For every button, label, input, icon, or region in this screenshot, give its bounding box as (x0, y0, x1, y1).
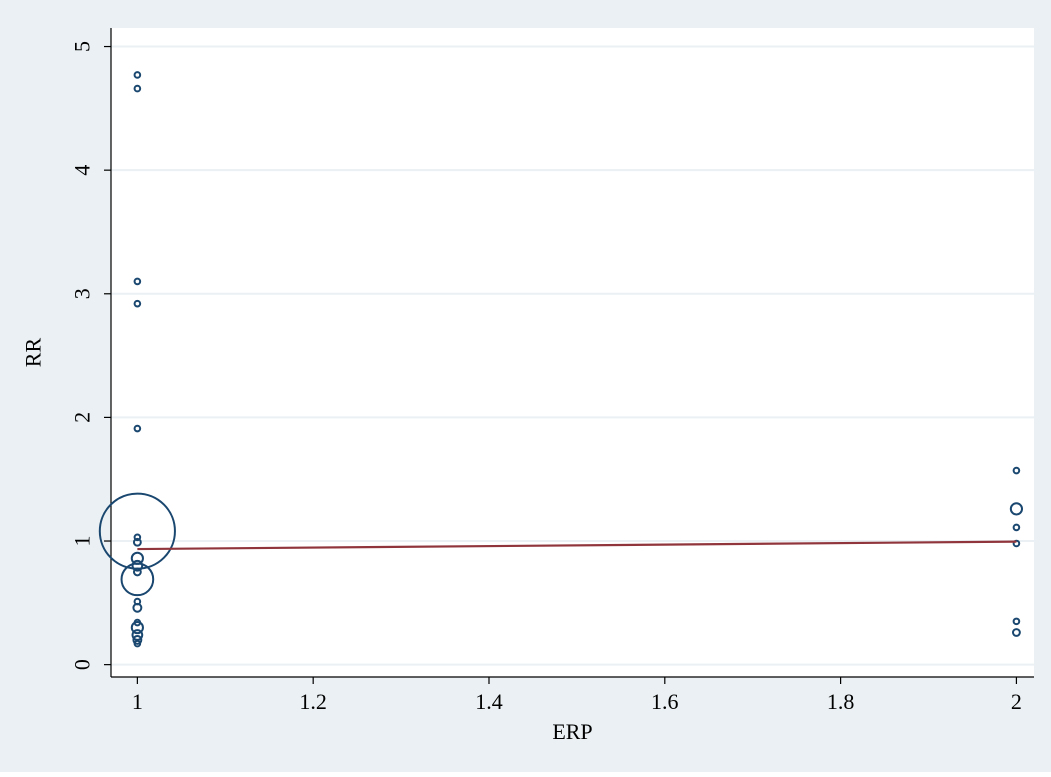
data-point-7 (132, 537, 142, 547)
data-point-15 (130, 620, 144, 635)
data-point-3 (133, 299, 142, 308)
x-tick-label: 1 (132, 689, 143, 714)
data-point-21 (1012, 523, 1021, 532)
data-point-17 (132, 634, 143, 645)
data-point-19 (1012, 466, 1021, 475)
x-tick-label: 1.2 (299, 689, 327, 714)
data-point-23 (1012, 617, 1021, 626)
data-markers (98, 71, 1024, 648)
data-point-1 (133, 84, 142, 93)
axes (110, 28, 1034, 678)
fit-line-layer (137, 540, 1017, 551)
y-axis-label: RR (21, 338, 46, 368)
gridlines (111, 45, 1034, 666)
x-tick-label: 1.4 (475, 689, 503, 714)
y-tick-label: 3 (70, 288, 95, 299)
data-point-22 (1012, 539, 1021, 548)
data-point-11 (120, 562, 155, 597)
y-tick-label: 2 (70, 412, 95, 423)
data-point-13 (132, 602, 143, 613)
y-tick-label: 1 (70, 536, 95, 547)
y-tick-label: 5 (70, 41, 95, 52)
tick-marks-and-labels: 1 1.2 1.4 1.6 1.8 2 0 1 2 3 4 5 (70, 41, 1022, 714)
x-axis-label: ERP (552, 719, 592, 744)
data-point-2 (133, 277, 142, 286)
data-point-6 (133, 533, 142, 542)
data-point-16 (131, 629, 144, 641)
x-tick-label: 2 (1011, 689, 1022, 714)
data-point-18 (133, 639, 142, 648)
x-tick-label: 1.6 (651, 689, 679, 714)
data-point-10 (132, 567, 142, 577)
plot-area (111, 28, 1034, 677)
data-point-0 (133, 71, 142, 79)
data-point-24 (1011, 628, 1021, 637)
y-tick-label: 4 (70, 165, 95, 176)
data-point-9 (131, 559, 144, 572)
data-point-20 (1009, 502, 1024, 516)
x-tick-label: 1.8 (827, 689, 855, 714)
data-point-4 (133, 424, 142, 433)
fit-line (137, 540, 1017, 551)
y-tick-label: 0 (70, 659, 95, 670)
